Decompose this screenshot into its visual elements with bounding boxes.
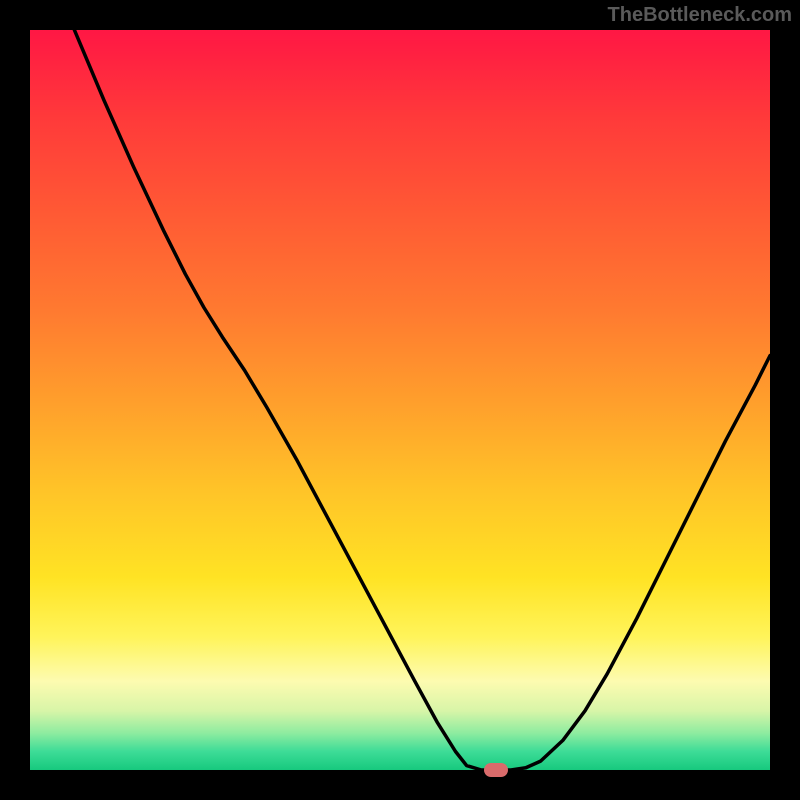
bottleneck-curve xyxy=(30,30,770,770)
optimal-point-marker xyxy=(484,763,508,777)
chart-plot-area xyxy=(30,30,770,770)
watermark-text: TheBottleneck.com xyxy=(608,4,792,27)
